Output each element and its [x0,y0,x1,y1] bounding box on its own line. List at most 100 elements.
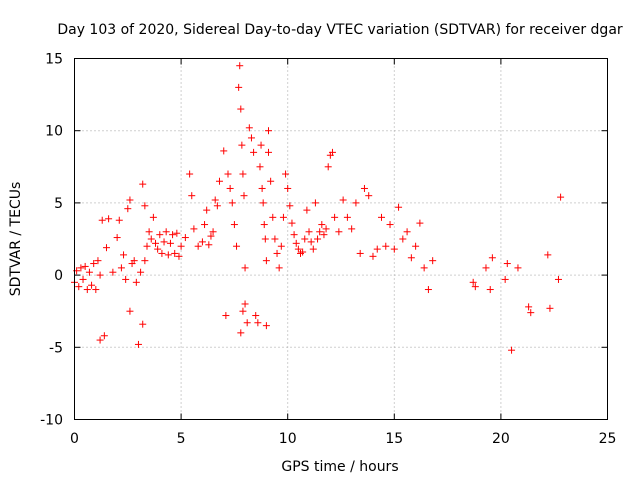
data-point [102,244,110,252]
data-point [301,235,309,243]
data-point [282,170,290,178]
data-point [303,206,311,214]
data-point [169,231,177,239]
data-point [147,235,155,243]
data-point [237,105,245,113]
data-point [269,213,277,221]
data-point [252,312,260,320]
data-point [399,235,407,243]
data-point [88,281,96,289]
data-point [240,192,248,200]
data-point [314,235,322,243]
data-point [307,238,315,246]
data-point [160,238,168,246]
data-point [241,300,249,308]
data-point [143,242,151,250]
data-point [85,268,93,276]
data-point [299,248,307,256]
data-point [139,320,147,328]
data-point [186,170,194,178]
data-point [141,257,149,265]
data-point [130,257,138,265]
y-tick-labels: -10 -5 0 5 10 15 [40,52,63,429]
data-point [113,234,121,242]
data-point [305,228,313,236]
data-point [241,264,249,272]
data-point [90,260,98,268]
data-point [83,286,91,294]
data-point [156,231,164,239]
data-point [213,202,221,210]
x-tick-labels: 0 5 10 15 20 25 [70,431,616,447]
data-point [488,254,496,262]
data-point [482,264,490,272]
x-tick-label: 10 [279,431,297,447]
data-point [546,304,554,312]
data-point [260,221,268,229]
data-point [271,235,279,243]
data-point [335,228,343,236]
data-point [277,242,285,250]
data-point [236,62,244,70]
y-tick-label: 15 [45,52,63,68]
data-point [175,252,183,260]
data-point [235,83,243,91]
data-point [100,332,108,340]
data-point [386,221,394,229]
data-point [194,242,202,250]
x-axis-label: GPS time / hours [281,459,398,475]
data-point [203,206,211,214]
data-point [132,278,140,286]
data-point [96,336,104,344]
data-point [166,239,174,247]
data-point [469,278,477,286]
data-point [120,251,128,259]
plot-frame [74,58,608,420]
data-point [139,180,147,188]
data-point [254,319,262,327]
data-point [222,312,230,320]
data-point [171,249,179,257]
data-point [273,249,281,257]
data-point [403,228,411,236]
data-point [503,260,511,268]
data-point [126,307,134,315]
data-point [339,196,347,204]
data-point [412,242,420,250]
data-point [149,213,157,221]
y-tick-label: 10 [45,124,63,140]
data-point [105,215,113,223]
data-point [250,148,258,156]
data-point [318,221,326,229]
data-point [284,184,292,192]
x-tick-label: 5 [177,431,186,447]
data-point [145,228,153,236]
data-point [369,252,377,260]
data-point [328,148,336,156]
data-point [290,231,298,239]
data-point [211,196,219,204]
data-point [554,275,562,283]
data-point [81,262,89,270]
data-point [237,329,245,337]
data-point [154,245,162,253]
y-tick-label: -5 [49,340,63,356]
data-point [122,275,130,283]
data-point [205,241,213,249]
data-point [158,249,166,257]
x-tick-label: 20 [492,431,510,447]
x-tick-label: 0 [70,431,79,447]
grid-lines [74,58,608,420]
x-tick-label: 15 [385,431,403,447]
data-point [96,271,104,279]
data-point [501,275,509,283]
data-point [322,225,330,233]
y-tick-label: 5 [54,196,63,212]
data-point [115,216,123,224]
data-point [316,228,324,236]
data-point [262,322,270,330]
data-point [243,319,251,327]
data-point [134,340,142,348]
data-point [309,245,317,253]
